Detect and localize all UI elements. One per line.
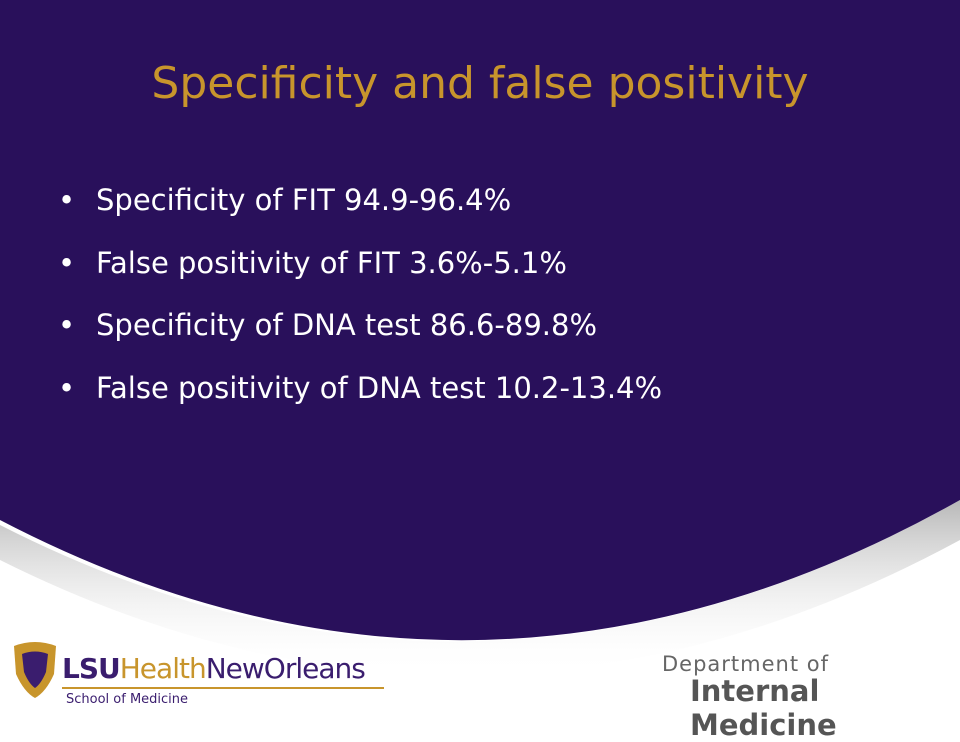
logo-new-orleans: NewOrleans [205, 652, 366, 685]
bullet: Specificity of FIT 94.9-96.4% [58, 176, 662, 239]
bullet: False positivity of FIT 3.6%-5.1% [58, 239, 662, 302]
logo-rule [62, 687, 384, 689]
department-name: Internal Medicine [690, 674, 837, 742]
logo-text: LSUHealthNewOrleans [62, 652, 366, 685]
slide-title: Specificity and false positivity [151, 58, 809, 109]
department-line: Department of [662, 652, 829, 676]
curve-shadow [0, 500, 960, 676]
logo-lsu: LSU [62, 652, 121, 685]
logo-health: Health [119, 652, 207, 685]
bullet: False positivity of DNA test 10.2-13.4% [58, 364, 662, 427]
logo-school: School of Medicine [66, 692, 189, 707]
bullet: Specificity of DNA test 86.6-89.8% [58, 301, 662, 364]
slide: Specificity and false positivity Specifi… [0, 0, 960, 720]
logo-shield [14, 642, 56, 698]
bullet-list: Specificity of FIT 94.9-96.4% False posi… [58, 176, 662, 426]
